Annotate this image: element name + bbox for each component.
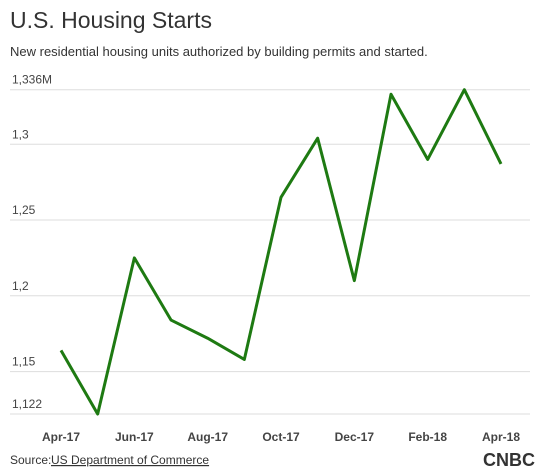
y-tick-label: 1,15 — [12, 355, 36, 369]
y-tick-label: 1,3 — [12, 127, 29, 141]
chart-title: U.S. Housing Starts — [10, 7, 212, 33]
source-link[interactable]: US Department of Commerce — [51, 453, 209, 467]
line-series — [59, 88, 503, 416]
x-tick-label: Dec-17 — [335, 430, 375, 444]
y-tick-label: 1,336M — [12, 73, 52, 87]
source-label: Source: — [10, 453, 51, 467]
logo: CNBC — [483, 450, 535, 470]
x-tick-label: Oct-17 — [262, 430, 300, 444]
y-tick-label: 1,25 — [12, 203, 36, 217]
chart-subtitle: New residential housing units authorized… — [10, 44, 428, 59]
x-tick-label: Aug-17 — [187, 430, 228, 444]
x-tick-label: Apr-18 — [482, 430, 520, 444]
x-tick-label: Feb-18 — [408, 430, 447, 444]
y-tick-label: 1,122 — [12, 397, 42, 411]
y-tick-label: 1,2 — [12, 279, 29, 293]
x-tick-label: Apr-17 — [42, 430, 80, 444]
x-tick-label: Jun-17 — [115, 430, 154, 444]
